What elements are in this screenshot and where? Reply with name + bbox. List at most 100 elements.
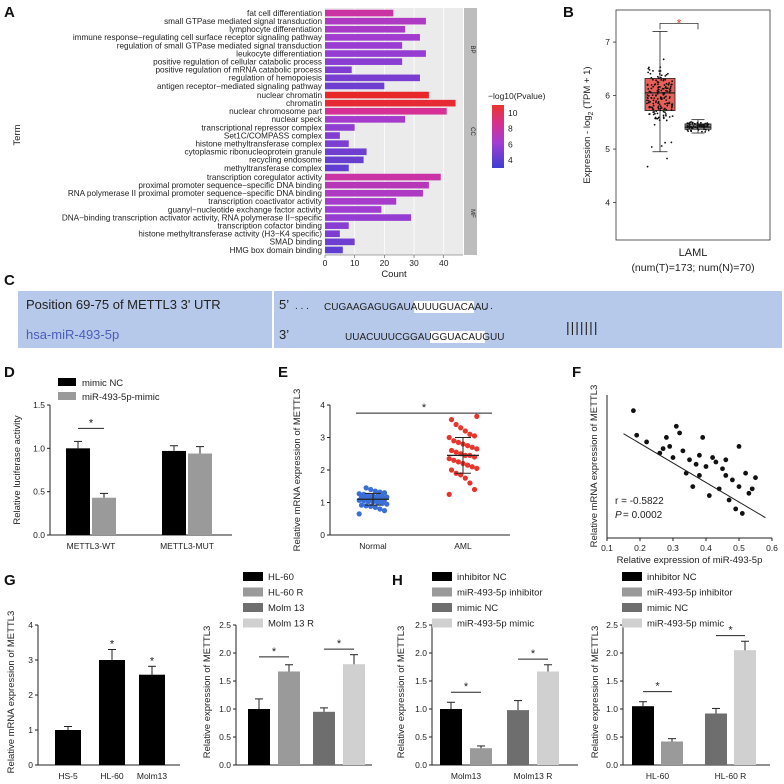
significance-star: * <box>110 639 115 651</box>
tumor-sample-point <box>670 108 673 111</box>
y-tick-label: 0 <box>320 530 325 540</box>
bar <box>705 713 727 765</box>
colorbar-tick-label: 10 <box>508 108 518 118</box>
bar <box>507 710 529 765</box>
normal-sample-point <box>686 122 689 125</box>
normal-sample-point <box>692 125 695 127</box>
scatter-point <box>723 457 729 463</box>
significance-star: * <box>150 655 155 667</box>
tumor-sample-point <box>668 88 671 91</box>
x-tick-label: METTL3-WT <box>67 541 116 551</box>
tumor-sample-point <box>662 79 665 82</box>
x-axis-title: Relative expression of miR-493-5p <box>617 555 763 566</box>
term-label: positive regulation of mRNA catabolic pr… <box>155 66 322 75</box>
tumor-sample-point <box>653 111 655 113</box>
tumor-sample-point <box>662 116 665 119</box>
term-bar <box>325 238 355 246</box>
tumor-sample-point <box>650 146 653 148</box>
tumor-sample-point <box>660 78 663 81</box>
x-tick-label: 0.1 <box>601 543 613 553</box>
scatter-point <box>697 473 702 478</box>
scatter-point <box>680 448 686 454</box>
sample-point <box>474 465 480 471</box>
y-tick-label: 2 <box>320 465 325 475</box>
term-bar <box>325 164 349 172</box>
tumor-sample-point <box>655 110 658 112</box>
tumor-sample-point <box>669 91 671 94</box>
legend-label: mimic NC <box>457 603 498 614</box>
scatter-point <box>690 484 696 490</box>
term-label: chromatin <box>286 99 322 108</box>
legend-label: Molm 13 <box>268 603 304 614</box>
y-tick-label: 0.0 <box>219 760 231 770</box>
y-tick-label: 0 <box>28 760 33 770</box>
normal-sample-point <box>686 124 689 127</box>
tumor-sample-point <box>648 113 651 116</box>
legend-label: HL-60 R <box>268 588 304 599</box>
tumor-sample-point <box>660 96 662 99</box>
sample-point <box>462 428 468 434</box>
tumor-sample-point <box>669 85 672 88</box>
normal-sample-point <box>707 129 710 132</box>
y-tick-label: 1.5 <box>219 676 231 686</box>
tumor-sample-point <box>664 111 666 114</box>
bar <box>440 709 462 765</box>
x-tick-label: Molm13 <box>451 771 482 781</box>
sample-point <box>453 421 459 428</box>
normal-sample-point <box>696 121 699 124</box>
facet-label: BP <box>469 45 475 53</box>
scatter-point <box>720 466 725 472</box>
term-label: guanyl−nucleotide exchange factor activi… <box>168 205 323 214</box>
utr-seed-highlight <box>414 301 474 313</box>
panel-label-c: C <box>4 272 15 289</box>
sample-point <box>448 467 455 473</box>
sample-point <box>356 491 362 497</box>
normal-sample-point <box>687 130 690 133</box>
term-bar <box>325 116 406 123</box>
scatter-point <box>749 486 755 492</box>
colorbar-tick-label: 6 <box>508 139 513 149</box>
tumor-sample-point <box>652 102 655 105</box>
normal-sample-point <box>702 123 705 126</box>
tumor-sample-point <box>647 87 650 90</box>
sample-point <box>458 425 464 431</box>
y-tick-label: 1.5 <box>606 676 618 686</box>
sample-point <box>375 493 381 499</box>
term-label: cytoplasmic ribonucleoprotein granule <box>185 148 323 157</box>
y-tick-label: 1 <box>28 725 33 735</box>
tumor-sample-point <box>666 104 669 107</box>
sample-point <box>377 489 383 495</box>
tumor-sample-point <box>664 89 667 92</box>
tumor-sample-point <box>671 80 674 83</box>
normal-sample-point <box>701 130 703 133</box>
utr-sequence: CUGAAGAGUGAUAUUUGUACAAU <box>324 302 488 313</box>
term-label: transcription coregulator activity <box>207 173 323 182</box>
tumor-sample-point <box>664 78 667 81</box>
sample-point <box>469 464 475 470</box>
term-label: positive regulation of cellular cataboli… <box>153 57 322 66</box>
bar <box>278 671 300 765</box>
tumor-sample-point <box>650 84 653 86</box>
normal-sample-point <box>686 126 689 129</box>
legend-label: miR-493-5p-mimic <box>82 392 160 403</box>
sample-point <box>465 443 471 449</box>
tumor-sample-point <box>653 123 656 126</box>
facet-strip <box>464 172 477 255</box>
tumor-sample-point <box>654 101 657 104</box>
tumor-sample-point <box>657 81 660 84</box>
normal-sample-point <box>690 129 693 132</box>
term-label: transcription coactivator activity <box>208 197 323 206</box>
bar <box>470 748 492 765</box>
sample-point <box>377 506 383 512</box>
scatter-point <box>736 443 742 449</box>
significance-star: * <box>728 625 733 637</box>
alignment-background <box>18 291 782 348</box>
scatter-point <box>703 464 709 469</box>
term-bar <box>325 230 340 238</box>
tumor-sample-point <box>657 102 660 105</box>
term-bar <box>325 156 364 164</box>
panel-label-d: D <box>4 364 15 381</box>
sample-point <box>381 490 388 496</box>
normal-sample-point <box>688 124 691 126</box>
normal-sample-point <box>700 125 703 128</box>
